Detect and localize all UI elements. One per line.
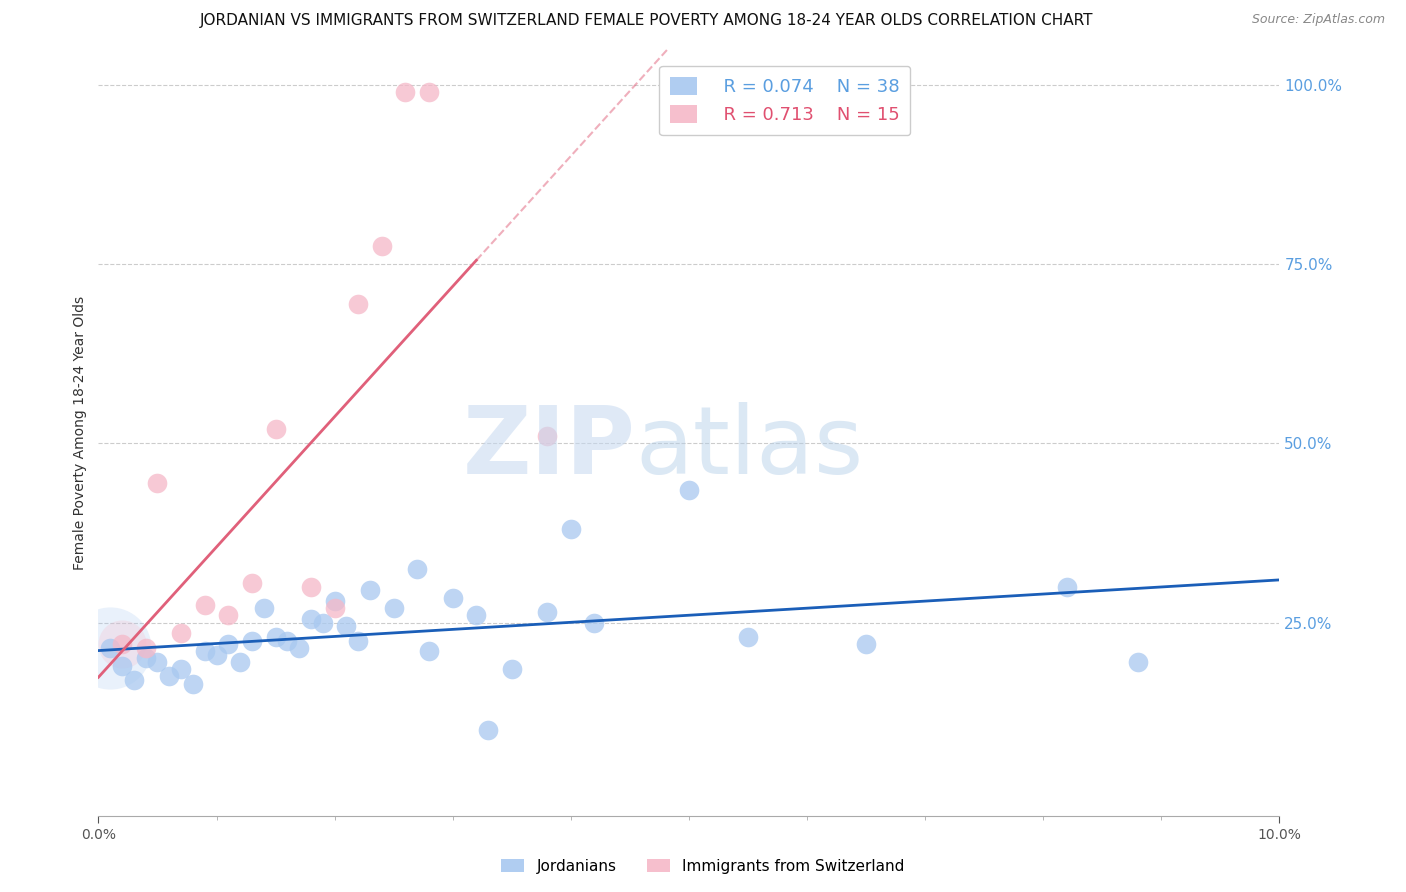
Point bbox=[678, 483, 700, 497]
Point bbox=[560, 523, 582, 537]
Point bbox=[205, 648, 228, 662]
Legend: Jordanians, Immigrants from Switzerland: Jordanians, Immigrants from Switzerland bbox=[495, 853, 911, 880]
Point bbox=[299, 612, 322, 626]
Point bbox=[146, 475, 169, 490]
Point bbox=[335, 619, 357, 633]
Point bbox=[111, 658, 134, 673]
Point bbox=[737, 630, 759, 644]
Text: Source: ZipAtlas.com: Source: ZipAtlas.com bbox=[1251, 13, 1385, 27]
Point bbox=[135, 640, 157, 655]
Y-axis label: Female Poverty Among 18-24 Year Olds: Female Poverty Among 18-24 Year Olds bbox=[73, 295, 87, 570]
Point bbox=[229, 655, 252, 669]
Point bbox=[583, 615, 606, 630]
Point bbox=[217, 637, 239, 651]
Point bbox=[536, 429, 558, 443]
Text: JORDANIAN VS IMMIGRANTS FROM SWITZERLAND FEMALE POVERTY AMONG 18-24 YEAR OLDS CO: JORDANIAN VS IMMIGRANTS FROM SWITZERLAND… bbox=[200, 13, 1094, 29]
Point bbox=[276, 633, 298, 648]
Point bbox=[240, 576, 263, 591]
Point bbox=[441, 591, 464, 605]
Point bbox=[170, 662, 193, 676]
Legend:   R = 0.074    N = 38,   R = 0.713    N = 15: R = 0.074 N = 38, R = 0.713 N = 15 bbox=[659, 66, 910, 136]
Point bbox=[418, 644, 440, 658]
Point bbox=[135, 651, 157, 665]
Point bbox=[111, 637, 134, 651]
Point bbox=[98, 640, 121, 655]
Point bbox=[264, 630, 287, 644]
Point bbox=[323, 594, 346, 608]
Point bbox=[536, 605, 558, 619]
Point bbox=[312, 615, 335, 630]
Point bbox=[194, 598, 217, 612]
Point bbox=[501, 662, 523, 676]
Point bbox=[465, 608, 488, 623]
Point bbox=[347, 633, 370, 648]
Point bbox=[194, 644, 217, 658]
Point bbox=[170, 626, 193, 640]
Point bbox=[371, 239, 394, 253]
Point bbox=[146, 655, 169, 669]
Point bbox=[1126, 655, 1149, 669]
Point bbox=[406, 562, 429, 576]
Point bbox=[855, 637, 877, 651]
Text: ZIP: ZIP bbox=[463, 402, 636, 494]
Point bbox=[111, 637, 134, 651]
Point bbox=[359, 583, 381, 598]
Point bbox=[299, 580, 322, 594]
Point bbox=[217, 608, 239, 623]
Point bbox=[382, 601, 405, 615]
Point bbox=[1056, 580, 1078, 594]
Point bbox=[477, 723, 499, 738]
Point bbox=[264, 422, 287, 436]
Point bbox=[394, 85, 416, 99]
Point bbox=[122, 673, 145, 687]
Text: atlas: atlas bbox=[636, 402, 865, 494]
Point bbox=[288, 640, 311, 655]
Point bbox=[347, 296, 370, 310]
Point bbox=[253, 601, 276, 615]
Point bbox=[323, 601, 346, 615]
Point bbox=[418, 85, 440, 99]
Point bbox=[157, 669, 180, 683]
Point bbox=[181, 676, 204, 690]
Point bbox=[98, 640, 121, 655]
Point bbox=[240, 633, 263, 648]
